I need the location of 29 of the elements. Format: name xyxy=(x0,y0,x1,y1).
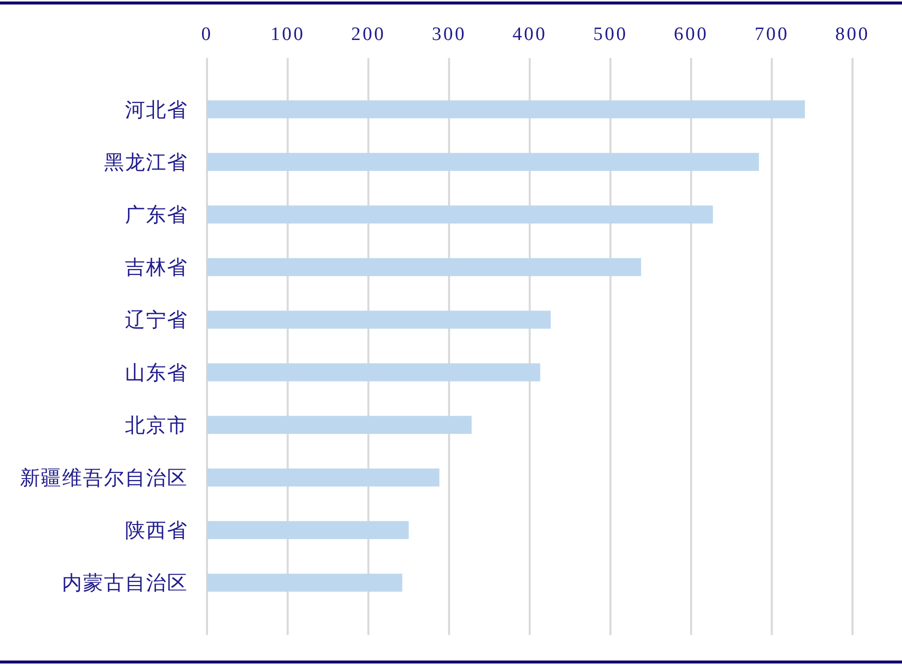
x-tick-label: 200 xyxy=(351,24,386,45)
x-tick-label: 700 xyxy=(754,24,790,45)
y-tick-label: 黑龙江省 xyxy=(104,152,188,174)
x-tick-label: 0 xyxy=(201,24,213,45)
bar xyxy=(207,206,713,224)
y-tick-label: 吉林省 xyxy=(125,257,188,280)
y-tick-label: 陕西省 xyxy=(125,520,188,542)
x-tick-label: 100 xyxy=(270,24,305,45)
bar xyxy=(207,468,440,486)
y-tick-label: 广东省 xyxy=(125,204,188,226)
x-tick-label: 600 xyxy=(674,24,708,45)
y-tick-label: 新疆维吾尔自治区 xyxy=(20,468,188,490)
bar xyxy=(207,152,759,171)
bar xyxy=(207,310,551,329)
x-tick-label: 300 xyxy=(432,24,466,45)
y-tick-label: 河北省 xyxy=(125,99,188,122)
y-tick-label: 山东省 xyxy=(125,362,188,384)
x-tick-label: 400 xyxy=(512,24,547,45)
bar xyxy=(207,574,402,592)
y-tick-label: 内蒙古自治区 xyxy=(62,572,188,595)
bar xyxy=(207,258,642,276)
bar xyxy=(207,100,805,118)
y-tick-label: 北京市 xyxy=(125,414,188,437)
bar xyxy=(207,363,540,382)
x-tick-label: 800 xyxy=(835,24,870,45)
y-tick-label: 辽宁省 xyxy=(125,310,188,332)
x-tick-label: 500 xyxy=(593,24,628,45)
bar xyxy=(207,416,472,434)
bar xyxy=(207,521,409,540)
